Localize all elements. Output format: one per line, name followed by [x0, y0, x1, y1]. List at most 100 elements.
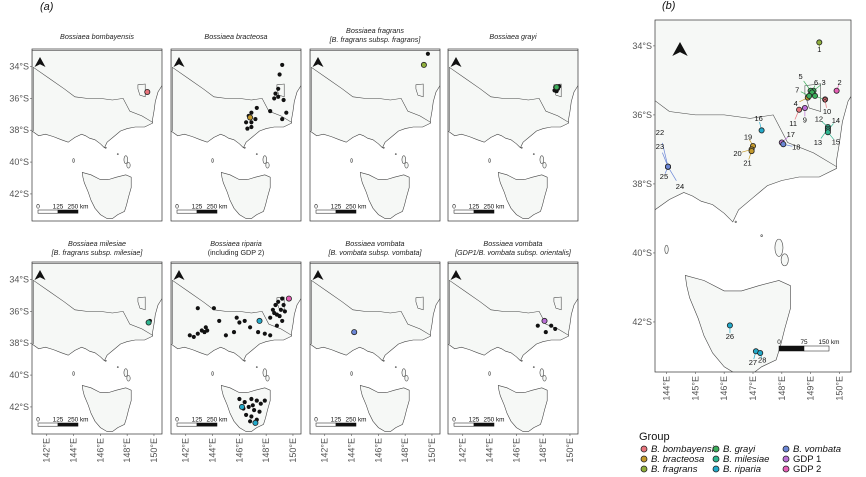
site-point: [801, 105, 808, 112]
panel-subtitle: [B. fragrans subsp. milesiae]: [51, 248, 144, 257]
scalebar-end: 250 km: [207, 416, 228, 423]
island: [394, 153, 397, 156]
site-number: 2: [838, 78, 842, 87]
sampled-point: [420, 61, 427, 68]
scalebar-segment: [176, 209, 198, 214]
island: [123, 368, 128, 377]
scalebar-end: 250 km: [68, 203, 89, 210]
occurrence-point: [273, 91, 278, 96]
island: [542, 375, 547, 382]
legend-item: B. grayi: [712, 444, 756, 455]
island: [394, 366, 397, 369]
mainland-outline: [448, 50, 578, 149]
site-number: 14: [832, 116, 840, 125]
state-border: [33, 280, 153, 336]
legend-swatch: [782, 445, 790, 453]
island: [116, 366, 119, 369]
lon-tick-label: 146°E: [511, 438, 521, 463]
map-frame: [170, 48, 302, 222]
occurrence-point: [425, 51, 430, 56]
lat-tick-label: 42°S: [9, 402, 29, 412]
mainland-outline: [310, 263, 440, 362]
occurrence-point: [187, 333, 192, 338]
sampled-point: [541, 317, 548, 324]
occurrence-point: [248, 419, 253, 424]
act-border: [415, 83, 424, 98]
act-border: [137, 296, 146, 311]
island: [126, 162, 131, 169]
panel-title: Bossiaea milesiae: [68, 239, 126, 248]
lon-tick-label: 144°E: [662, 376, 672, 401]
north-arrow-icon: [34, 270, 46, 280]
occurrence-point: [276, 86, 281, 91]
site-number: 26: [726, 332, 734, 341]
scalebar-zero: 0: [36, 203, 40, 210]
sampled-point: [252, 419, 259, 426]
north-arrow-icon: [173, 57, 185, 67]
tasmania-outline: [359, 384, 410, 432]
occurrence-point: [277, 314, 282, 319]
island: [262, 368, 267, 377]
island: [532, 366, 535, 369]
occurrence-point: [549, 323, 554, 328]
site-number: 23: [656, 142, 664, 151]
island: [780, 253, 789, 267]
occurrence-point: [244, 412, 249, 417]
map-panel: Bossiaea grayi 0 125 250 km: [447, 32, 579, 222]
scalebar-segment: [37, 422, 59, 427]
scalebar-segment: [37, 209, 59, 214]
site-point: [833, 87, 840, 94]
island: [760, 234, 763, 238]
occurrence-point: [280, 62, 285, 67]
scalebar-segment: [335, 422, 357, 427]
legend-label: B. milesiae: [723, 454, 769, 465]
lat-tick-label: 40°S: [9, 157, 29, 167]
site-number: 7: [795, 85, 799, 94]
occurrence-point: [246, 404, 251, 409]
occurrence-point: [217, 318, 222, 323]
lon-tick-label: 142°E: [181, 438, 191, 463]
tasmania-outline: [684, 274, 791, 372]
scalebar-mid: 75: [800, 339, 808, 346]
legend-title: Group: [639, 431, 670, 443]
occurrence-point: [249, 120, 254, 125]
map-panel: Bossiaea vombata[B. vombata subsp. vomba…: [309, 239, 441, 463]
occurrence-point: [245, 126, 250, 131]
occurrence-point: [284, 110, 289, 115]
occurrence-point: [205, 328, 210, 333]
occurrence-point: [234, 315, 239, 320]
leader-line: [662, 142, 669, 167]
occurrence-point: [249, 110, 254, 115]
scalebar-mid: 125: [53, 203, 64, 210]
act-border: [137, 83, 146, 98]
scalebar-segment: [196, 422, 218, 427]
site-number: 20: [733, 149, 741, 158]
occurrence-point: [223, 333, 228, 338]
site-number: 10: [823, 107, 831, 116]
island: [520, 359, 523, 362]
scalebar-mid: 125: [192, 203, 203, 210]
island: [401, 368, 406, 377]
occurrence-point: [211, 306, 216, 311]
site-number: 12: [815, 114, 823, 123]
north-arrow-icon: [173, 270, 185, 280]
scalebar-zero: 0: [314, 203, 318, 210]
occurrence-point: [231, 330, 237, 335]
island: [262, 155, 267, 164]
scalebar-end: 250 km: [346, 203, 367, 210]
island: [116, 153, 119, 156]
map-panel: Bossiaea bracteosa 0 125 250 km: [170, 32, 302, 222]
island: [72, 158, 75, 163]
occurrence-point: [257, 409, 262, 414]
legend-swatch: [782, 455, 790, 463]
legend-item: GDP 1: [782, 454, 821, 465]
north-arrow-icon: [450, 57, 462, 67]
island: [211, 158, 214, 163]
lon-tick-label: 145°E: [690, 376, 700, 401]
small-map-panels: Bossiaea bombayensis 0 125 250 km 34°S 36°S 38…: [9, 26, 579, 463]
lat-tick-label: 36°S: [9, 306, 29, 316]
tasmania-outline: [497, 384, 548, 432]
island: [664, 244, 669, 255]
